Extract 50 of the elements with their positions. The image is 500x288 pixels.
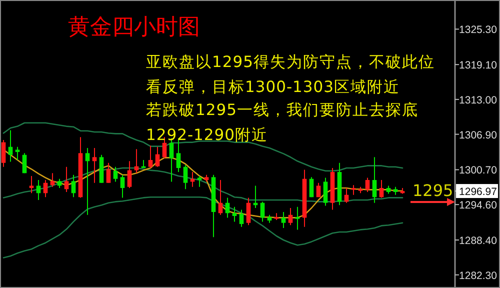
candlestick — [127, 160, 132, 188]
candlestick — [365, 177, 370, 192]
y-tick-label: 1313.00 — [459, 94, 498, 106]
candlestick — [232, 206, 237, 222]
candlestick — [316, 182, 321, 198]
candlestick — [134, 148, 139, 174]
candlestick — [372, 156, 377, 204]
candlestick — [71, 174, 76, 198]
line-series — [2, 167, 404, 202]
candlestick — [148, 145, 153, 168]
candlestick — [183, 164, 188, 190]
y-tick-label: 1288.40 — [459, 235, 498, 247]
y-tick-label: 1319.10 — [459, 60, 498, 72]
text: 1295 — [412, 181, 454, 200]
candlestick — [29, 176, 34, 194]
candlestick — [155, 146, 160, 168]
annotation: 亚欧盘以1295得失为防守点，不破此位看反弹，目标1300-1303区域附近 — [146, 52, 436, 98]
candlestick — [50, 172, 55, 188]
line-series — [2, 196, 404, 258]
candlestick — [64, 166, 69, 192]
annotation: 若跌破1295一线，我们要防止去探底1292-1290附近 — [146, 100, 420, 146]
y-tick-label: 1325.30 — [459, 24, 498, 36]
candlestick — [92, 148, 97, 184]
y-tick-label: 1306.90 — [459, 129, 498, 142]
candlestick — [22, 152, 27, 174]
candlestick — [246, 197, 251, 226]
candlestick — [15, 146, 20, 160]
candlestick — [323, 177, 328, 206]
candlestick — [295, 206, 300, 230]
candlestick — [57, 178, 62, 188]
candlestick — [8, 130, 13, 162]
candlestick — [113, 166, 118, 182]
y-tick-label: 1282.30 — [459, 270, 498, 282]
candlestick — [239, 209, 244, 228]
candlestick — [120, 174, 125, 198]
line-series — [2, 122, 404, 172]
y-tick-label: 1296.97 — [459, 186, 498, 198]
candlestick — [309, 176, 314, 198]
candlestick — [260, 201, 265, 222]
y-tick-label: 1300.70 — [459, 164, 498, 177]
y-tick-label: 1294.60 — [459, 200, 498, 212]
candlestick — [1, 140, 6, 168]
text: 黄金四小时图 — [68, 14, 200, 42]
candlestick — [85, 148, 90, 216]
candlestick — [197, 176, 202, 188]
candlestick — [106, 162, 111, 184]
candlestick — [36, 180, 41, 200]
candlestick — [379, 180, 384, 198]
candlestick — [288, 208, 293, 226]
candlestick — [281, 212, 286, 228]
